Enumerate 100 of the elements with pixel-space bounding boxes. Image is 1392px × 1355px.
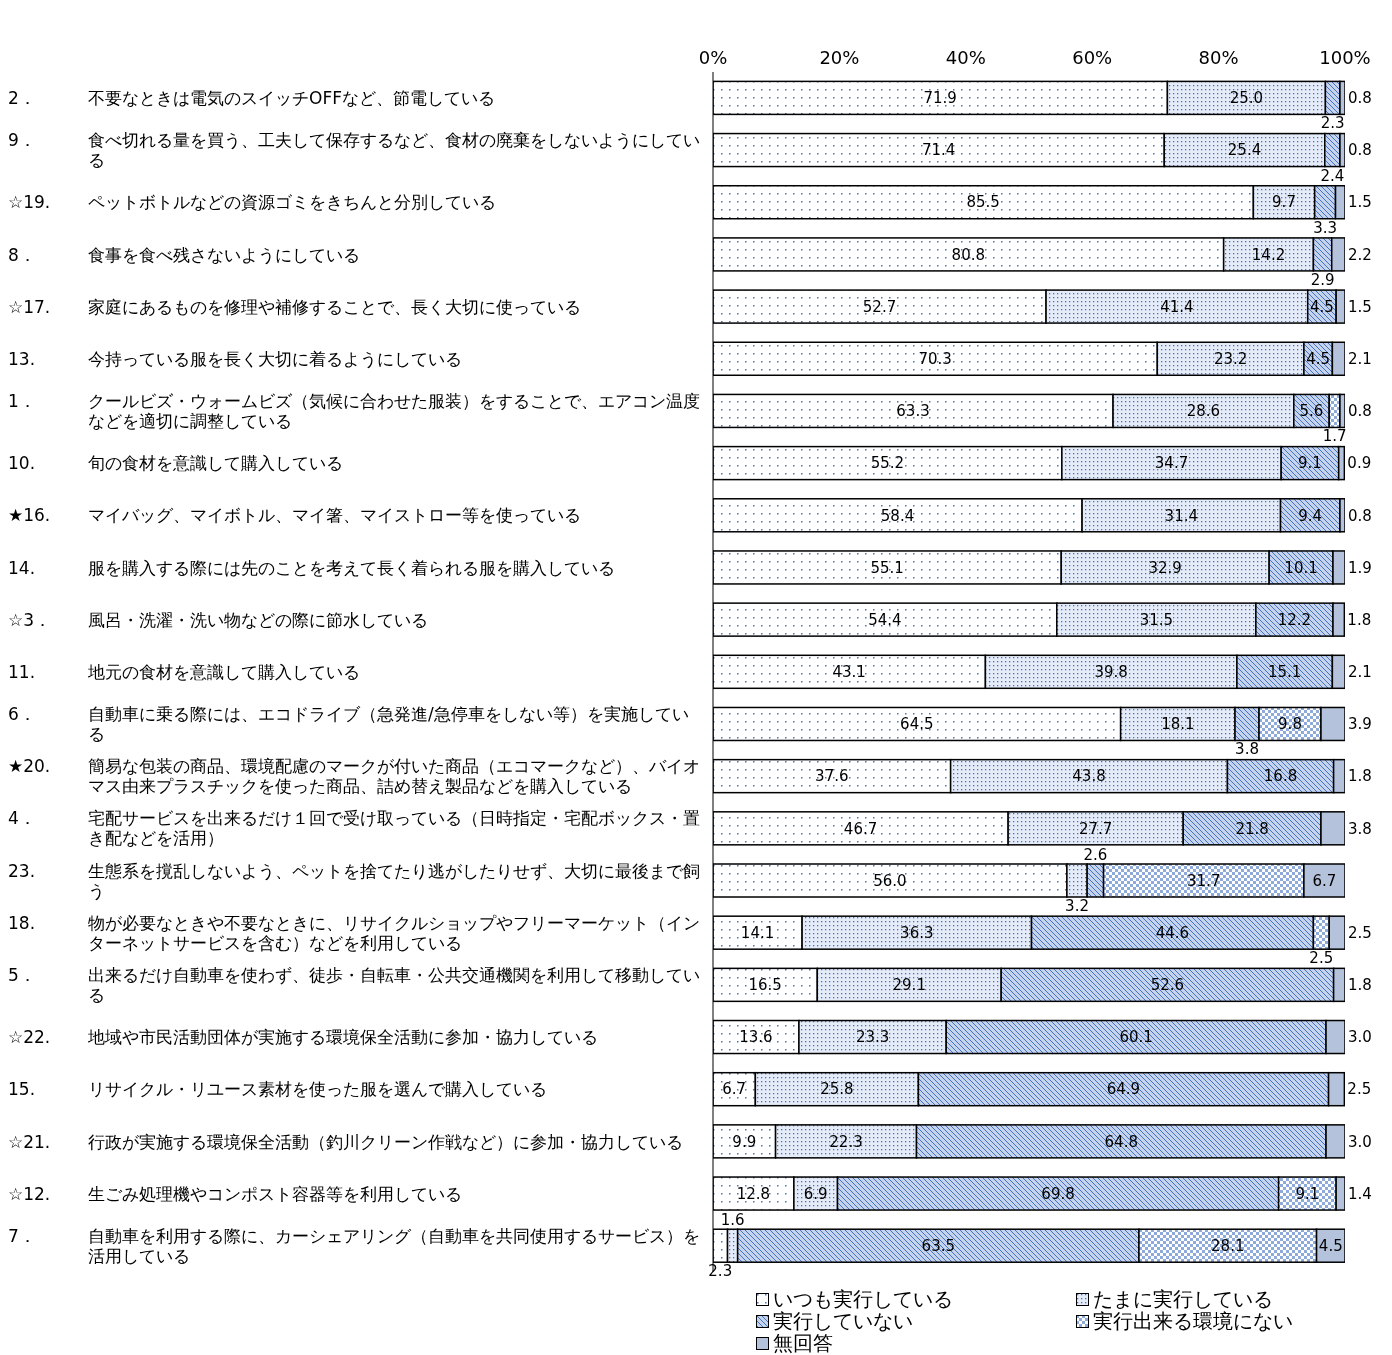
x-tick-label: 0%	[698, 47, 728, 68]
data-label: 1.7	[1322, 427, 1347, 446]
category-label: 2．不要なときは電気のスイッチOFFなど、節電している	[8, 88, 495, 109]
data-label: 63.5	[921, 1236, 956, 1255]
data-label: 44.6	[1155, 923, 1190, 942]
data-label: 2.5	[1348, 923, 1372, 942]
legend-label: 実行していない	[773, 1309, 913, 1333]
data-label: 25.8	[820, 1080, 854, 1099]
category-label: ☆17. 家庭にあるものを修理や補修することで、長く大切に使っている	[8, 296, 581, 317]
category-label: 15. リサイクル・リユース素材を使った服を選んで購入している	[8, 1079, 547, 1100]
data-label: 2.1	[1348, 663, 1372, 682]
data-label: 12.8	[736, 1184, 771, 1203]
data-label: 58.4	[880, 506, 915, 525]
x-tick-label: 60%	[1072, 47, 1113, 68]
x-tick-label: 100%	[1319, 47, 1371, 68]
data-label: 16.8	[1263, 767, 1298, 786]
data-label: 46.7	[843, 819, 878, 838]
data-label: 37.6	[815, 767, 849, 786]
category-label: 7．自動車を利用する際に、カーシェアリング（自動車を共同使用するサービス）を活用している	[8, 1225, 700, 1266]
category-label: 14. 服を購入する際には先のことを考えて長く着られる服を購入している	[8, 557, 615, 578]
data-label: 31.5	[1139, 610, 1174, 629]
data-label: 15.1	[1267, 663, 1302, 682]
data-label: 1.8	[1348, 976, 1372, 995]
data-label: 9.9	[732, 1132, 757, 1151]
category-label: 8．食事を食べ残さないようにしている	[8, 244, 360, 265]
data-label: 3.0	[1348, 1132, 1372, 1151]
data-label: 4.5	[1306, 350, 1331, 369]
data-label: 18.1	[1161, 715, 1195, 734]
category-label: ☆19. ペットボトルなどの資源ゴミをきちんと分別している	[8, 192, 496, 213]
data-label: 69.8	[1041, 1184, 1075, 1203]
category-label: ☆21. 行政が実施する環境保全活動（釣川クリーン作戦など）に参加・協力している	[8, 1131, 683, 1152]
data-label: 1.4	[1348, 1184, 1372, 1203]
data-label: 2.9	[1310, 270, 1335, 289]
data-label: 28.6	[1186, 402, 1221, 421]
category-label: ☆3．風呂・洗濯・洗い物などの際に節水している	[8, 609, 428, 630]
data-label: 1.6	[720, 1211, 745, 1230]
data-label: 5.6	[1299, 402, 1324, 421]
category-label: ☆22. 地域や市民活動団体が実施する環境保全活動に参加・協力している	[8, 1027, 598, 1048]
data-label: 25.0	[1229, 89, 1264, 108]
data-label: 14.2	[1251, 245, 1286, 264]
data-label: 2.1	[1348, 350, 1372, 369]
data-label: 1.5	[1348, 193, 1372, 212]
data-label: 3.0	[1348, 1028, 1372, 1047]
data-label: 10.1	[1284, 558, 1318, 577]
data-label: 3.8	[1235, 740, 1259, 759]
data-label: 3.2	[1065, 897, 1089, 915]
data-label: 0.8	[1348, 141, 1372, 160]
category-label: 13. 今持っている服を長く大切に着るようにしている	[8, 348, 462, 369]
data-label: 14.1	[740, 923, 775, 942]
data-label: 6.7	[722, 1080, 747, 1099]
data-label: 29.1	[892, 976, 926, 995]
data-label: 52.7	[862, 297, 897, 316]
data-label: 2.6	[1083, 846, 1108, 864]
data-label: 60.1	[1119, 1028, 1153, 1047]
data-label: 2.5	[1309, 949, 1334, 968]
category-label: 5．出来るだけ自動車を使わず、徒歩・自転車・公共交通機関を利用して移動している	[8, 964, 700, 1005]
x-tick-label: 80%	[1198, 47, 1239, 68]
data-label: 64.9	[1106, 1080, 1141, 1099]
data-label: 27.7	[1078, 819, 1113, 838]
category-label: 10. 旬の食材を意識して購入している	[8, 453, 343, 474]
data-label: 1.8	[1347, 610, 1372, 629]
data-label: 25.4	[1227, 141, 1262, 160]
data-label: 32.9	[1148, 558, 1182, 577]
data-label: 9.1	[1297, 454, 1322, 473]
data-label: 6.7	[1312, 871, 1337, 890]
data-label: 80.8	[951, 245, 986, 264]
data-label: 1.8	[1348, 767, 1372, 786]
data-label: 23.3	[855, 1028, 890, 1047]
data-label: 2.5	[1347, 1080, 1372, 1099]
data-label: 0.8	[1348, 89, 1372, 108]
data-label: 34.7	[1154, 454, 1189, 473]
data-label: 85.5	[966, 193, 1000, 212]
legend-label: 無回答	[773, 1331, 833, 1355]
data-label: 3.9	[1348, 715, 1372, 734]
data-label: 70.3	[918, 350, 952, 369]
data-label: 12.2	[1277, 610, 1312, 629]
data-label: 56.0	[873, 871, 907, 890]
data-label: 22.3	[829, 1132, 863, 1151]
data-label: 2.3	[708, 1262, 733, 1281]
category-label: 6．自動車に乗る際には、エコドライブ（急発進/急停車をしない等）を実施している	[8, 704, 689, 745]
category-label: 9．食べ切れる量を買う、工夫して保存するなど、食材の廃棄をしないようにしている	[8, 130, 700, 171]
data-label: 13.6	[739, 1028, 773, 1047]
data-label: 0.8	[1348, 402, 1372, 421]
data-label: 55.2	[870, 454, 905, 473]
data-label: 4.5	[1318, 1236, 1343, 1255]
data-label: 1.5	[1348, 297, 1372, 316]
data-label: 1.9	[1348, 558, 1372, 577]
category-label: 4．宅配サービスを出来るだけ１回で受け取っている（日時指定・宅配ボックス・置き配などを活用）	[8, 808, 700, 849]
data-label: 3.8	[1348, 819, 1372, 838]
data-label: 41.4	[1160, 297, 1194, 316]
data-label: 0.9	[1347, 454, 1372, 473]
legend-label: たまに実行している	[1093, 1287, 1273, 1311]
data-label: 9.4	[1298, 506, 1323, 525]
data-label: 54.4	[868, 610, 902, 629]
data-label: 0.8	[1348, 506, 1372, 525]
data-label: 23.2	[1213, 350, 1248, 369]
data-label: 36.3	[900, 923, 934, 942]
data-label: 4.5	[1310, 297, 1334, 316]
data-label: 55.1	[870, 558, 904, 577]
data-label: 9.7	[1272, 193, 1296, 212]
